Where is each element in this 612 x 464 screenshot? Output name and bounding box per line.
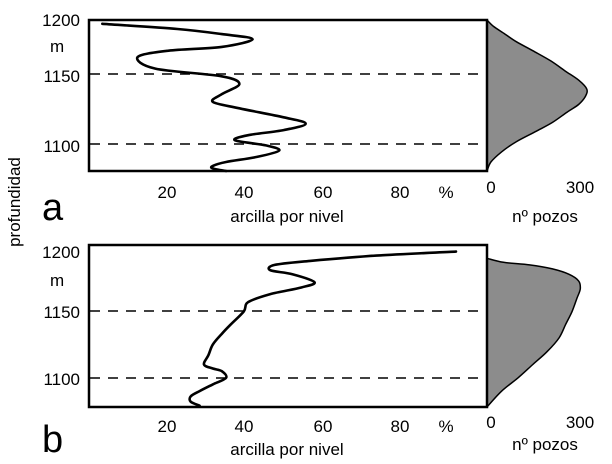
x-tick-label: 60 [314, 183, 333, 202]
x-axis-label: arcilla por nivel [230, 440, 343, 459]
plot-frame [87, 18, 489, 173]
depth-tick-label: 1150 [43, 67, 80, 86]
x-unit-label: % [438, 183, 453, 202]
clay-profile-series [188, 250, 458, 407]
depth-tick-label: 1100 [43, 137, 80, 156]
depth-tick-label: 1100 [43, 370, 80, 389]
depth-tick-label: 1200 [42, 11, 80, 30]
x-tick-label: 40 [235, 417, 254, 436]
panel-label-a: a [42, 187, 64, 229]
clay-profile-line-b [188, 250, 458, 407]
histogram-tick-label: 300 [566, 178, 594, 197]
histogram-tick-label: 0 [486, 413, 495, 432]
panel-b: 1200 m 1150 1100 20 40 60 80 % arcilla p… [42, 243, 594, 461]
clay-profile-series [101, 22, 307, 173]
depth-tick-label: 1150 [43, 303, 80, 322]
histogram-axis-label: nº pozos [512, 207, 578, 226]
depth-unit-label: m [50, 37, 64, 56]
x-tick-label: 60 [314, 417, 333, 436]
well-count-area-fill [487, 258, 581, 407]
x-tick-label: 20 [158, 183, 177, 202]
depth-tick-label: 1200 [42, 243, 80, 262]
well-count-area-a [486, 19, 588, 172]
depth-unit-label: m [50, 271, 64, 290]
well-count-area-fill [487, 20, 588, 171]
x-tick-label: 20 [158, 417, 177, 436]
panel-a: 1200 m 1150 1100 20 40 60 80 % arcilla p… [42, 11, 594, 229]
well-count-area-b [486, 257, 582, 408]
y-axis-label: profundidad [5, 157, 24, 247]
histogram-tick-label: 0 [486, 178, 495, 197]
well-count-area-outline [486, 19, 588, 172]
plot-frame [87, 243, 489, 409]
histogram-axis-label: nº pozos [512, 435, 578, 454]
well-count-area-outline [486, 257, 582, 408]
x-tick-label: 80 [391, 183, 410, 202]
x-axis-label: arcilla por nivel [230, 207, 343, 226]
x-tick-label: 40 [235, 183, 254, 202]
x-unit-label: % [438, 417, 453, 436]
clay-profile-line-a [101, 22, 307, 173]
panel-label-b: b [42, 419, 63, 461]
histogram-tick-label: 300 [566, 413, 594, 432]
x-tick-label: 80 [391, 417, 410, 436]
